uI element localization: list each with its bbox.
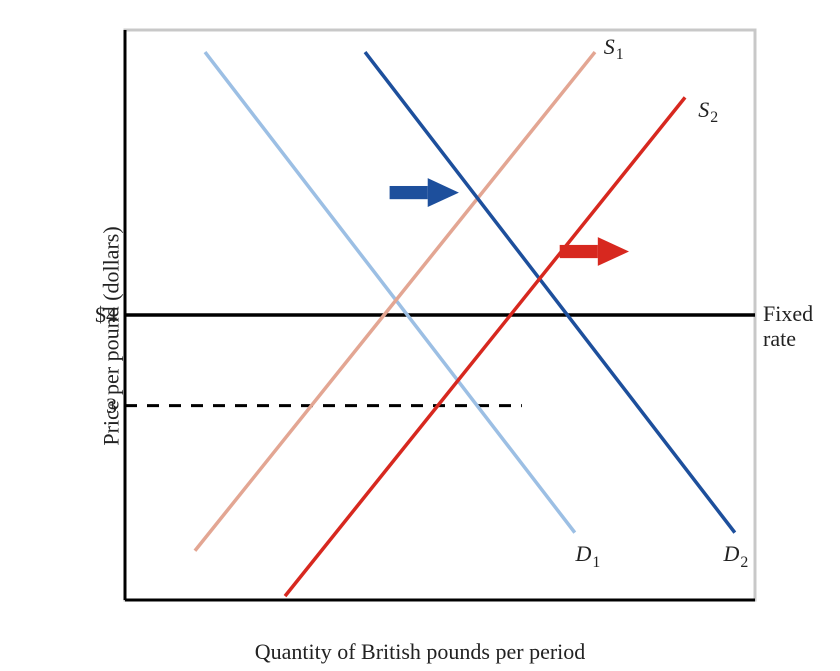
shift-arrows [390, 178, 629, 266]
plot-svg [0, 0, 840, 671]
curve-S1 [195, 52, 595, 551]
curve-D1 [205, 52, 575, 533]
curve-S2 [285, 97, 685, 596]
demand-shift-arrow [390, 186, 428, 199]
supply-shift-arrow-head [598, 237, 629, 266]
supply-shift-arrow [560, 245, 598, 258]
demand-shift-arrow-head [428, 178, 459, 207]
curve-D2 [365, 52, 735, 533]
exchange-rate-chart: Price per pound (dollars) Quantity of Br… [0, 0, 840, 671]
